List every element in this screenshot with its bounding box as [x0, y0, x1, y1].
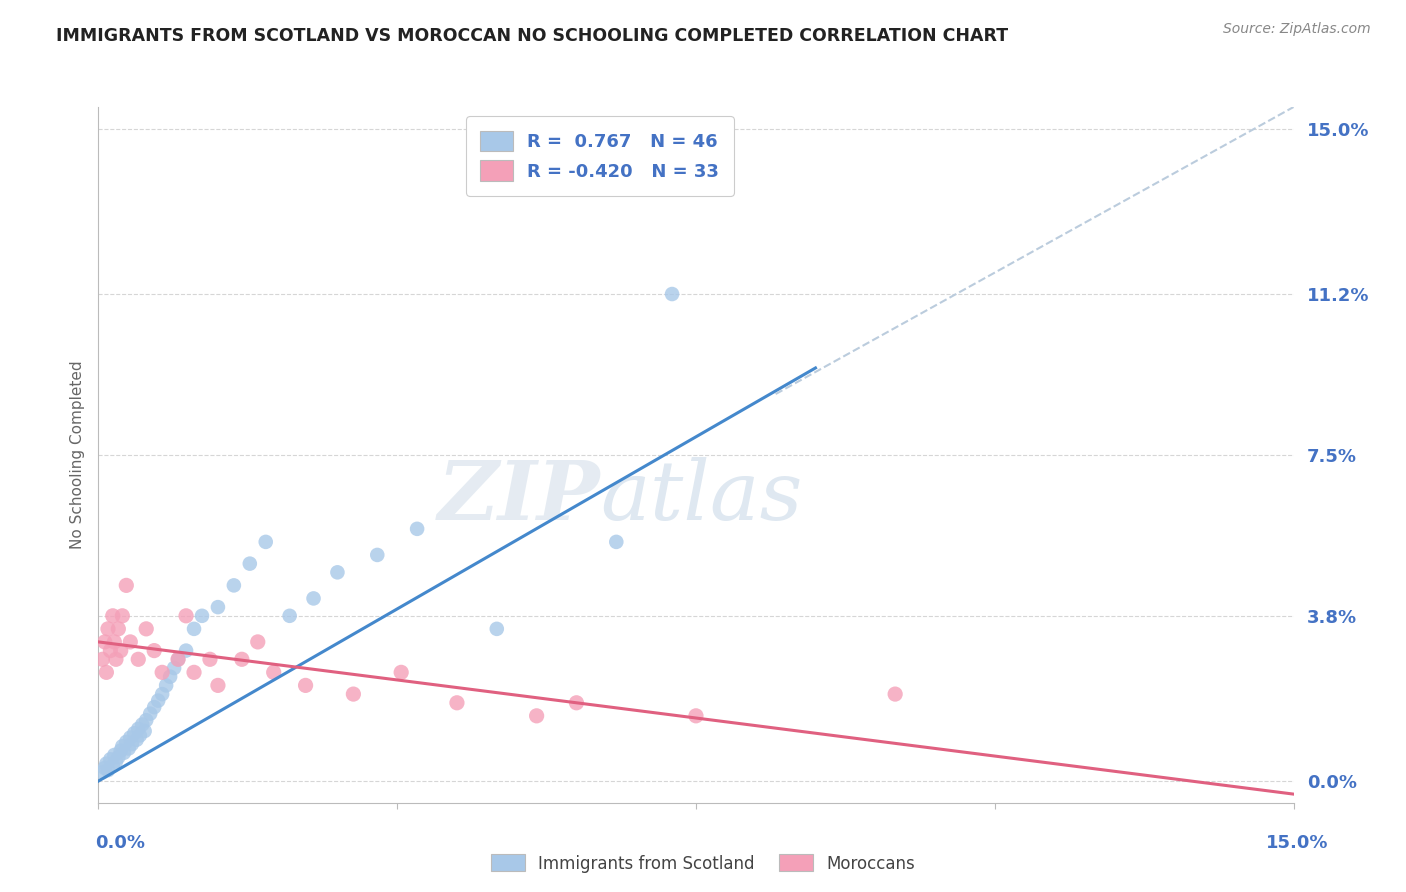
Point	[342, 687, 364, 701]
Point	[124, 726, 146, 740]
Point	[446, 696, 468, 710]
Point	[103, 635, 125, 649]
Point	[143, 643, 166, 657]
Point	[389, 665, 412, 680]
Point	[94, 761, 117, 775]
Point	[183, 622, 205, 636]
Point	[198, 652, 221, 666]
Point	[111, 608, 134, 623]
Point	[485, 622, 508, 636]
Text: atlas: atlas	[600, 457, 803, 537]
Point	[148, 693, 170, 707]
Point	[110, 744, 132, 758]
Point	[115, 735, 138, 749]
Point	[115, 578, 138, 592]
Point	[326, 566, 349, 580]
Point	[685, 708, 707, 723]
Point	[128, 728, 150, 742]
Point	[134, 724, 156, 739]
Text: ZIP: ZIP	[437, 457, 600, 537]
Point	[91, 765, 114, 780]
Point	[263, 665, 285, 680]
Point	[96, 756, 118, 771]
Point	[246, 635, 269, 649]
Text: IMMIGRANTS FROM SCOTLAND VS MOROCCAN NO SCHOOLING COMPLETED CORRELATION CHART: IMMIGRANTS FROM SCOTLAND VS MOROCCAN NO …	[56, 27, 1008, 45]
Point	[101, 759, 124, 773]
Point	[98, 643, 122, 657]
Point	[302, 591, 325, 606]
Point	[150, 665, 173, 680]
Point	[104, 755, 127, 769]
Point	[110, 643, 132, 657]
Point	[174, 643, 197, 657]
Point	[174, 608, 197, 623]
Point	[120, 635, 142, 649]
Point	[222, 578, 245, 592]
Point	[278, 608, 301, 623]
Text: 0.0%: 0.0%	[96, 834, 146, 852]
Point	[121, 737, 143, 751]
Point	[120, 731, 142, 745]
Point	[96, 665, 118, 680]
Point	[163, 661, 186, 675]
Point	[135, 622, 157, 636]
Point	[107, 622, 129, 636]
Point	[605, 534, 627, 549]
Point	[207, 678, 229, 692]
Point	[159, 670, 181, 684]
Point	[107, 750, 129, 764]
Point	[97, 763, 120, 777]
Point	[127, 652, 149, 666]
Point	[111, 739, 134, 754]
Point	[661, 287, 683, 301]
Point	[155, 678, 177, 692]
Point	[91, 652, 114, 666]
Point	[143, 700, 166, 714]
Point	[183, 665, 205, 680]
Point	[131, 717, 153, 731]
Point	[125, 732, 148, 747]
Point	[167, 652, 190, 666]
Point	[231, 652, 253, 666]
Text: Source: ZipAtlas.com: Source: ZipAtlas.com	[1223, 22, 1371, 37]
Point	[366, 548, 388, 562]
Point	[526, 708, 548, 723]
Point	[98, 752, 122, 766]
Text: 15.0%: 15.0%	[1267, 834, 1329, 852]
Legend: R =  0.767   N = 46, R = -0.420   N = 33: R = 0.767 N = 46, R = -0.420 N = 33	[465, 116, 734, 195]
Point	[127, 722, 149, 736]
Point	[239, 557, 262, 571]
Point	[254, 534, 277, 549]
Point	[207, 600, 229, 615]
Point	[406, 522, 429, 536]
Point	[118, 741, 141, 756]
Point	[150, 687, 173, 701]
Point	[97, 622, 120, 636]
Point	[565, 696, 588, 710]
Point	[294, 678, 316, 692]
Point	[191, 608, 214, 623]
Point	[135, 713, 157, 727]
Point	[112, 746, 135, 760]
Point	[167, 652, 190, 666]
Point	[104, 652, 127, 666]
Point	[94, 635, 117, 649]
Point	[103, 747, 125, 762]
Y-axis label: No Schooling Completed: No Schooling Completed	[69, 360, 84, 549]
Point	[139, 706, 162, 721]
Legend: Immigrants from Scotland, Moroccans: Immigrants from Scotland, Moroccans	[485, 847, 921, 880]
Point	[101, 608, 124, 623]
Point	[884, 687, 907, 701]
